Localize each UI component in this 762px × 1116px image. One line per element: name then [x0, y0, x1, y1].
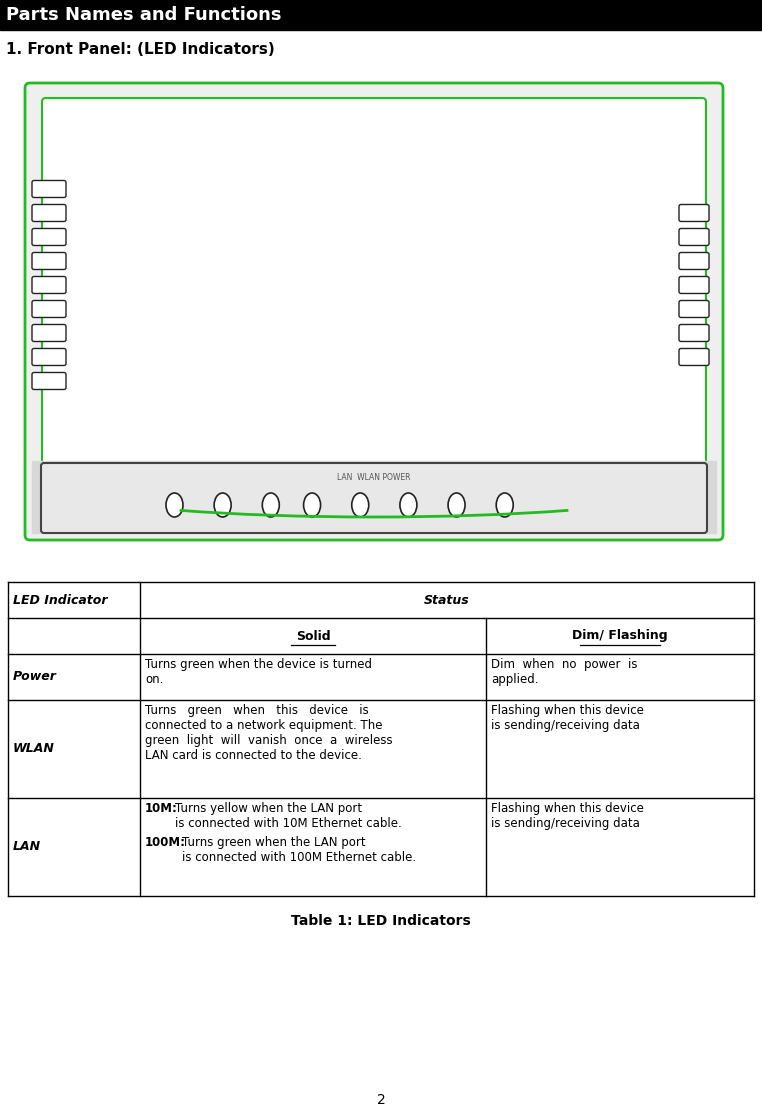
Text: Flashing when this device
is sending/receiving data: Flashing when this device is sending/rec…: [491, 704, 644, 732]
Ellipse shape: [214, 493, 231, 517]
Ellipse shape: [496, 493, 514, 517]
FancyBboxPatch shape: [32, 300, 66, 317]
Ellipse shape: [400, 493, 417, 517]
Text: Dim/ Flashing: Dim/ Flashing: [572, 629, 668, 643]
FancyBboxPatch shape: [42, 98, 706, 477]
Text: Solid: Solid: [296, 629, 330, 643]
Text: Power: Power: [13, 671, 57, 683]
Text: LAN  WLAN POWER: LAN WLAN POWER: [338, 473, 411, 482]
Text: Turns green when the LAN port
is connected with 100M Ethernet cable.: Turns green when the LAN port is connect…: [182, 836, 416, 864]
Ellipse shape: [166, 493, 183, 517]
Ellipse shape: [262, 493, 280, 517]
FancyBboxPatch shape: [679, 229, 709, 246]
FancyBboxPatch shape: [32, 204, 66, 221]
Text: Parts Names and Functions: Parts Names and Functions: [6, 6, 281, 25]
FancyBboxPatch shape: [25, 83, 723, 540]
Text: 2: 2: [376, 1093, 386, 1107]
FancyBboxPatch shape: [679, 277, 709, 294]
FancyBboxPatch shape: [679, 348, 709, 366]
FancyBboxPatch shape: [679, 204, 709, 221]
FancyBboxPatch shape: [32, 181, 66, 198]
Bar: [32, 461, 716, 533]
Text: Status: Status: [424, 594, 470, 606]
Ellipse shape: [448, 493, 465, 517]
FancyBboxPatch shape: [32, 325, 66, 341]
Text: Dim  when  no  power  is
applied.: Dim when no power is applied.: [491, 658, 638, 686]
Text: 10M:: 10M:: [145, 802, 178, 815]
FancyBboxPatch shape: [41, 463, 707, 533]
Text: Flashing when this device
is sending/receiving data: Flashing when this device is sending/rec…: [491, 802, 644, 830]
FancyBboxPatch shape: [32, 229, 66, 246]
FancyBboxPatch shape: [32, 348, 66, 366]
Text: WLAN: WLAN: [13, 742, 55, 756]
Text: Turns   green   when   this   device   is
connected to a network equipment. The
: Turns green when this device is connecte…: [145, 704, 392, 762]
Text: LED Indicator: LED Indicator: [13, 594, 107, 606]
Bar: [0, 0, 762, 30]
Ellipse shape: [303, 493, 321, 517]
FancyBboxPatch shape: [679, 300, 709, 317]
FancyBboxPatch shape: [32, 277, 66, 294]
FancyBboxPatch shape: [32, 373, 66, 389]
FancyBboxPatch shape: [32, 252, 66, 269]
Text: LAN: LAN: [13, 840, 41, 854]
Text: Table 1: LED Indicators: Table 1: LED Indicators: [291, 914, 471, 929]
Text: 1. Front Panel: (LED Indicators): 1. Front Panel: (LED Indicators): [6, 42, 275, 58]
Text: Turns yellow when the LAN port
is connected with 10M Ethernet cable.: Turns yellow when the LAN port is connec…: [175, 802, 402, 830]
Text: Turns green when the device is turned
on.: Turns green when the device is turned on…: [145, 658, 372, 686]
Ellipse shape: [352, 493, 369, 517]
FancyBboxPatch shape: [679, 252, 709, 269]
Text: 100M:: 100M:: [145, 836, 186, 849]
FancyBboxPatch shape: [679, 325, 709, 341]
